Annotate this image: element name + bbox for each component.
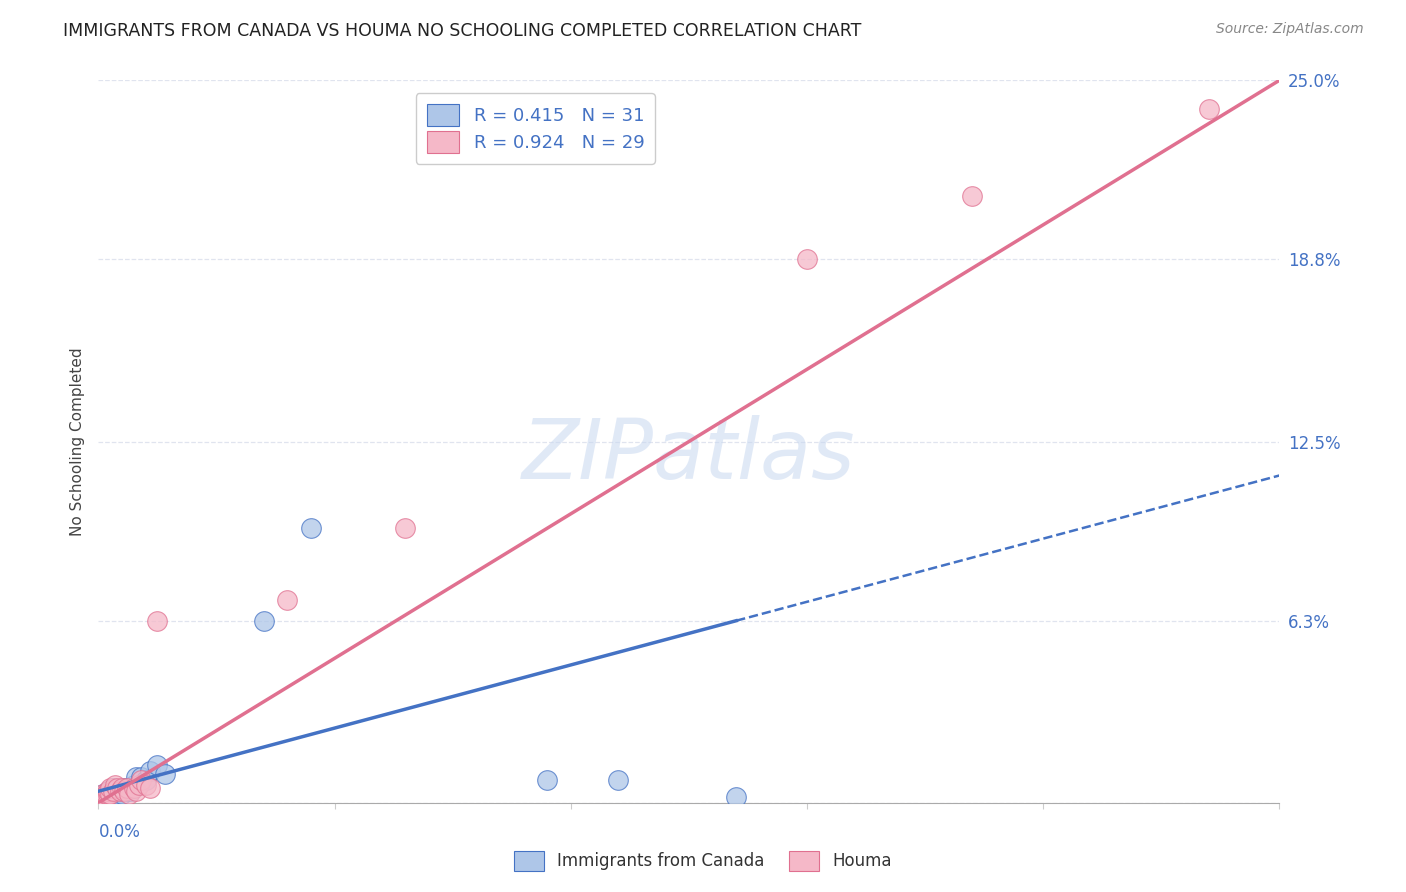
Point	[111, 781, 134, 796]
Point	[122, 781, 145, 796]
Point	[139, 764, 162, 778]
Point	[105, 787, 128, 801]
Point	[104, 784, 127, 798]
Point	[101, 784, 124, 798]
Point	[725, 790, 748, 805]
Point	[122, 779, 145, 793]
Point	[153, 767, 176, 781]
Point	[97, 784, 120, 798]
Point	[135, 779, 157, 793]
Point	[118, 781, 141, 796]
Point	[115, 784, 138, 798]
Point	[121, 784, 143, 798]
Point	[98, 787, 121, 801]
Point	[139, 781, 162, 796]
Point	[105, 781, 128, 796]
Point	[90, 790, 112, 805]
Point	[94, 787, 117, 801]
Point	[108, 784, 131, 798]
Point	[607, 772, 630, 787]
Legend: Immigrants from Canada, Houma: Immigrants from Canada, Houma	[505, 842, 901, 880]
Point	[91, 793, 114, 807]
Point	[91, 787, 114, 801]
Y-axis label: No Schooling Completed: No Schooling Completed	[69, 347, 84, 536]
Point	[91, 793, 114, 807]
Point	[115, 781, 138, 796]
Point	[97, 787, 120, 801]
Legend: R = 0.415   N = 31, R = 0.924   N = 29: R = 0.415 N = 31, R = 0.924 N = 29	[416, 93, 655, 164]
Point	[91, 787, 114, 801]
Point	[90, 790, 112, 805]
Point	[276, 593, 298, 607]
Point	[146, 614, 169, 628]
Point	[125, 770, 148, 784]
Point	[394, 521, 416, 535]
Point	[97, 784, 120, 798]
Point	[104, 779, 127, 793]
Point	[98, 784, 121, 798]
Point	[129, 772, 152, 787]
Point	[146, 758, 169, 772]
Point	[98, 790, 121, 805]
Point	[962, 189, 984, 203]
Point	[253, 614, 276, 628]
Point	[111, 787, 134, 801]
Point	[1198, 102, 1220, 116]
Point	[299, 521, 322, 535]
Point	[98, 781, 121, 796]
Text: 0.0%: 0.0%	[98, 823, 141, 841]
Point	[536, 772, 558, 787]
Point	[94, 787, 117, 801]
Point	[94, 790, 117, 805]
Text: Source: ZipAtlas.com: Source: ZipAtlas.com	[1216, 22, 1364, 37]
Point	[112, 781, 135, 796]
Point	[129, 770, 152, 784]
Point	[112, 784, 135, 798]
Point	[118, 787, 141, 801]
Point	[128, 779, 150, 793]
Point	[94, 790, 117, 805]
Text: IMMIGRANTS FROM CANADA VS HOUMA NO SCHOOLING COMPLETED CORRELATION CHART: IMMIGRANTS FROM CANADA VS HOUMA NO SCHOO…	[63, 22, 862, 40]
Point	[796, 252, 818, 267]
Point	[108, 784, 131, 798]
Point	[101, 781, 124, 796]
Point	[135, 772, 157, 787]
Point	[101, 787, 124, 801]
Text: ZIPatlas: ZIPatlas	[522, 416, 856, 497]
Point	[97, 787, 120, 801]
Point	[125, 784, 148, 798]
